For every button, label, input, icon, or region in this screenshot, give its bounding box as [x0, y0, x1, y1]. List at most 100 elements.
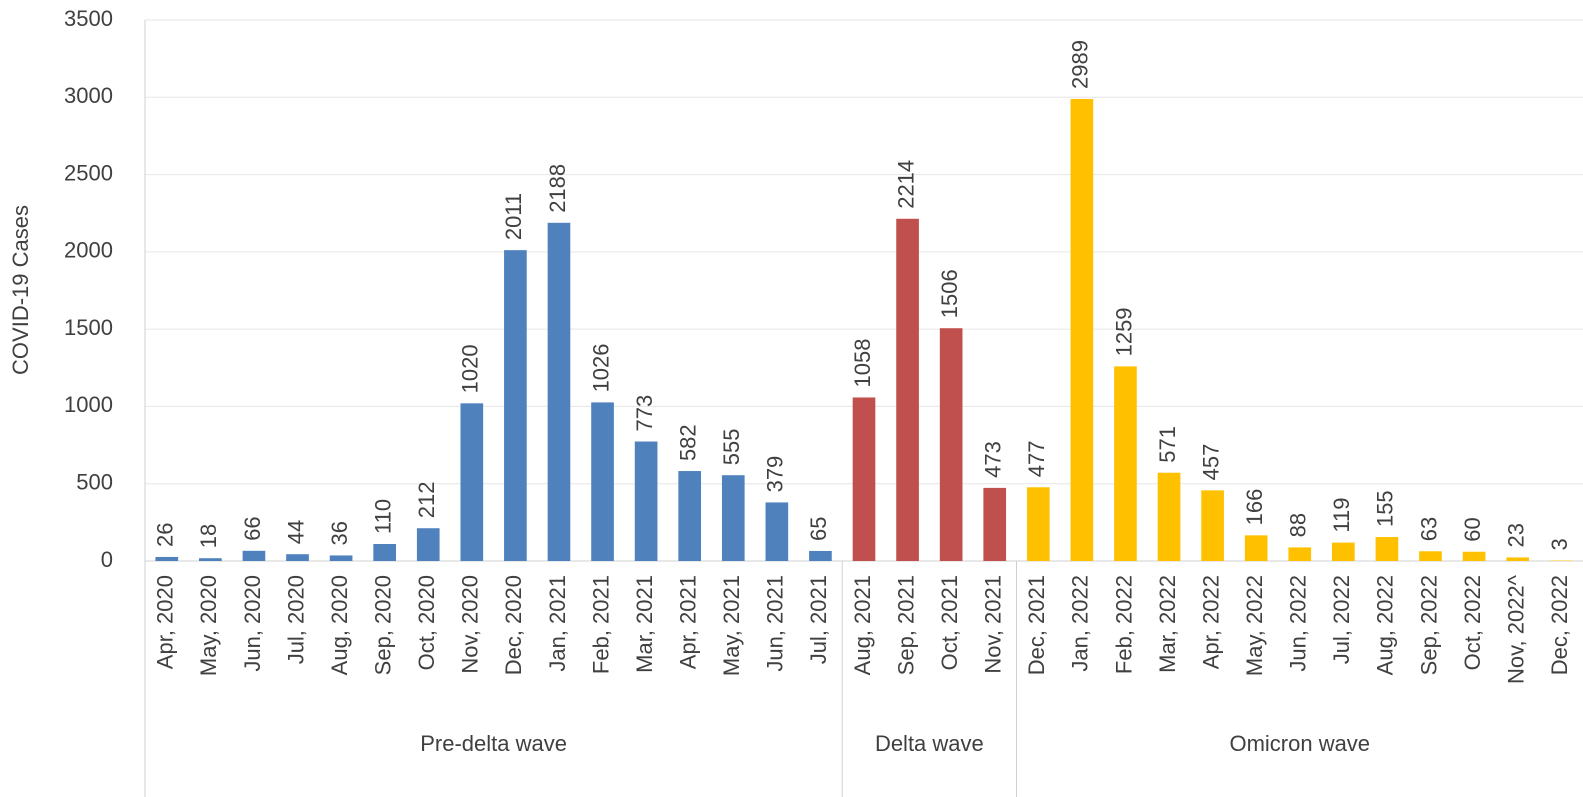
- x-tick-label: Dec, 2022: [1547, 575, 1572, 675]
- x-tick-label: Nov, 2021: [981, 575, 1006, 674]
- x-tick-label: Apr, 2020: [153, 575, 178, 669]
- bar: [678, 471, 702, 561]
- bar: [460, 403, 484, 561]
- bar: [1026, 487, 1050, 561]
- data-label: 2188: [545, 164, 570, 213]
- data-label: 477: [1024, 441, 1049, 478]
- x-tick-label: Aug, 2020: [327, 575, 352, 675]
- bar: [155, 556, 179, 561]
- data-label: 1058: [850, 339, 875, 388]
- data-label: 2214: [893, 160, 918, 209]
- bar: [1462, 551, 1486, 561]
- data-label: 457: [1198, 444, 1223, 481]
- y-tick-label: 500: [76, 470, 113, 495]
- bar: [765, 502, 789, 561]
- y-tick-label: 2000: [64, 238, 113, 263]
- bar: [1332, 542, 1355, 561]
- x-tick-label: Mar, 2021: [632, 575, 657, 673]
- y-tick-label: 3500: [64, 6, 113, 31]
- x-tick-label: Aug, 2022: [1373, 575, 1398, 675]
- y-axis-label: COVID-19 Cases: [8, 205, 33, 375]
- bar: [1114, 366, 1137, 561]
- data-label: 3: [1547, 538, 1572, 550]
- x-tick-label: Apr, 2021: [676, 575, 701, 669]
- data-label: 88: [1286, 513, 1311, 537]
- group-label: Pre-delta wave: [420, 731, 567, 756]
- data-label: 36: [327, 521, 352, 545]
- x-tick-label: May, 2020: [196, 575, 221, 676]
- data-label: 1259: [1111, 307, 1136, 356]
- bar: [852, 397, 876, 561]
- x-tick-label: Sep, 2022: [1416, 575, 1441, 675]
- x-tick-label: May, 2022: [1242, 575, 1267, 676]
- bar: [547, 222, 571, 561]
- y-tick-label: 1000: [64, 392, 113, 417]
- x-tick-label: Dec, 2020: [501, 575, 526, 675]
- x-tick-label: Oct, 2020: [414, 575, 439, 670]
- x-tick-label: Jun, 2021: [763, 575, 788, 672]
- bar: [983, 487, 1007, 561]
- x-tick-label: Feb, 2021: [588, 575, 613, 674]
- data-label: 2989: [1068, 40, 1093, 89]
- bar: [1244, 535, 1268, 561]
- bar: [242, 550, 266, 561]
- x-tick-label: Jan, 2021: [545, 575, 570, 672]
- bar: [634, 441, 658, 561]
- x-tick-label: Oct, 2022: [1460, 575, 1485, 670]
- x-tick-label: Jul, 2020: [283, 575, 308, 664]
- bar: [199, 558, 222, 561]
- x-tick-label: Sep, 2020: [370, 575, 395, 675]
- y-tick-label: 0: [101, 547, 113, 572]
- data-label: 110: [370, 499, 395, 534]
- x-tick-label: Aug, 2021: [850, 575, 875, 675]
- bar: [286, 554, 309, 561]
- x-tick-label: May, 2021: [719, 575, 744, 676]
- data-label: 166: [1242, 489, 1267, 526]
- bar: [329, 555, 353, 561]
- data-label: 155: [1373, 490, 1398, 527]
- data-label: 555: [719, 428, 744, 465]
- data-label: 379: [763, 456, 788, 493]
- bar: [1157, 472, 1181, 561]
- bar: [1201, 490, 1224, 561]
- data-label: 63: [1416, 517, 1441, 541]
- data-label: 119: [1329, 498, 1354, 533]
- x-tick-label: Dec, 2021: [1024, 575, 1049, 675]
- bar: [1288, 547, 1312, 561]
- data-label: 212: [414, 482, 439, 519]
- x-tick-label: Nov, 2020: [458, 575, 483, 674]
- data-label: 60: [1460, 517, 1485, 541]
- data-label: 65: [806, 516, 831, 540]
- x-tick-label: Oct, 2021: [937, 575, 962, 670]
- data-label: 1506: [937, 269, 962, 318]
- data-label: 473: [981, 441, 1006, 478]
- data-label: 66: [240, 516, 265, 540]
- bar: [896, 218, 919, 561]
- bar: [416, 528, 440, 561]
- bar: [1070, 98, 1094, 562]
- data-label: 582: [676, 424, 701, 461]
- data-label: 18: [196, 524, 221, 548]
- bar: [721, 475, 745, 561]
- bar: [939, 328, 963, 561]
- x-tick-label: Jul, 2021: [806, 575, 831, 664]
- y-tick-label: 1500: [64, 315, 113, 340]
- group-label: Delta wave: [875, 731, 984, 756]
- data-label: 44: [283, 520, 308, 544]
- bar: [1375, 537, 1399, 561]
- bar: [1506, 557, 1529, 561]
- data-label: 26: [153, 522, 178, 546]
- data-label: 1026: [588, 343, 613, 392]
- x-tick-label: Jun, 2022: [1286, 575, 1311, 672]
- bar: [809, 550, 832, 561]
- y-tick-label: 2500: [64, 160, 113, 185]
- bar: [1419, 551, 1442, 561]
- x-tick-label: Sep, 2021: [893, 575, 918, 675]
- x-tick-label: Nov, 2022^: [1503, 574, 1528, 684]
- data-label: 23: [1503, 523, 1528, 547]
- x-tick-label: Apr, 2022: [1198, 575, 1223, 669]
- bar: [591, 402, 614, 561]
- bar: [504, 250, 527, 561]
- data-label: 1020: [458, 344, 483, 393]
